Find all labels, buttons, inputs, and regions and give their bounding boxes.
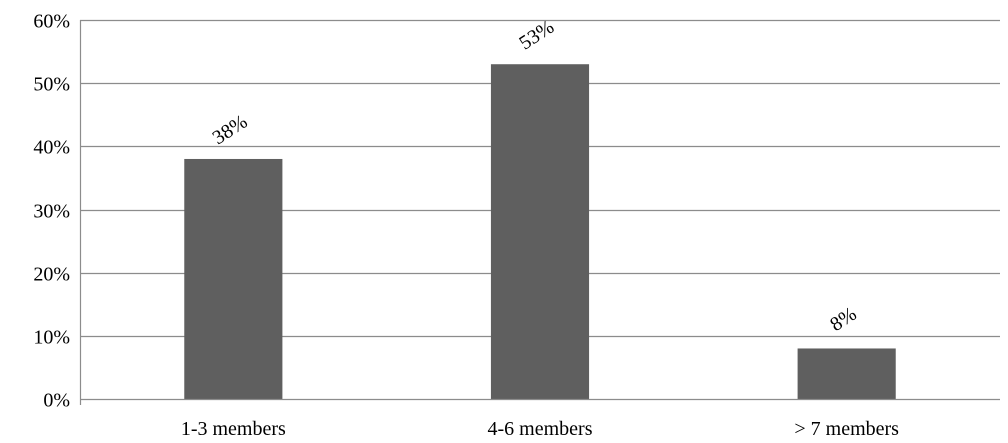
bars [184, 64, 896, 399]
y-tick-label: 60% [33, 11, 70, 33]
y-tick-label: 30% [33, 201, 70, 223]
y-tick-label: 20% [33, 264, 70, 286]
y-tick-label: 40% [33, 137, 70, 159]
x-tick-label: > 7 members [794, 418, 899, 440]
x-tick-label: 4-6 members [488, 418, 593, 440]
data-label: 53% [515, 16, 558, 54]
y-tick-label: 50% [33, 74, 70, 96]
bar [797, 348, 896, 399]
y-tick-label: 0% [43, 390, 70, 412]
bar [184, 158, 283, 399]
labels: 0% 10% 20% 30% 40% 50% 60% 1-3 members 38% 4-6 me… [33, 11, 899, 441]
data-label: 8% [826, 303, 860, 336]
y-tick-label: 10% [33, 327, 70, 349]
bar [490, 64, 590, 399]
x-tick-label: 1-3 members [181, 418, 286, 440]
data-label: 38% [209, 111, 252, 149]
axes [79, 20, 1000, 405]
